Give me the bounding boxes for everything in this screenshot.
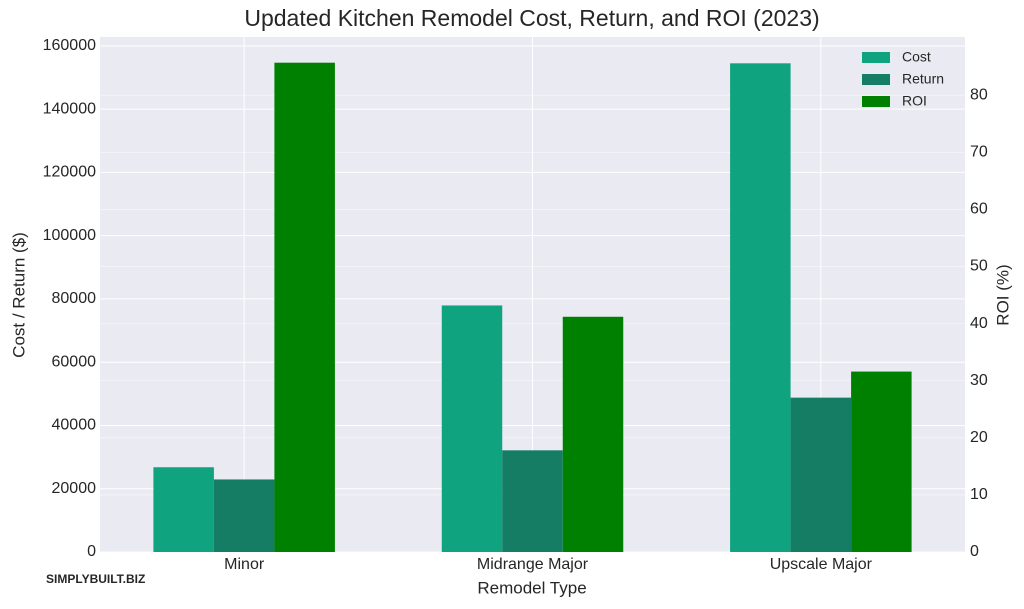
x-tick-label: Midrange Major [477,556,589,573]
y2-tick-label: 50 [970,258,988,275]
y2-axis-label: ROI (%) [993,264,1012,325]
bar [153,467,214,552]
y-tick-label: 80000 [52,290,97,307]
x-tick-label: Minor [224,556,265,573]
bar [441,305,503,552]
y2-tick-label: 80 [970,86,988,103]
y-tick-label: 20000 [52,480,97,497]
legend-swatch [862,96,890,107]
y-tick-label: 140000 [43,100,96,117]
y-tick-label: 40000 [52,417,97,434]
bar [502,450,563,552]
y-tick-label: 120000 [43,164,96,181]
legend-label: Return [902,71,944,87]
bar [851,371,912,552]
bar [213,479,275,552]
y2-tick-label: 0 [970,543,979,560]
y2-tick-label: 30 [970,372,988,389]
y-tick-label: 60000 [52,353,97,370]
y2-tick-label: 40 [970,315,988,332]
bar [790,397,852,552]
watermark: SIMPLYBUILT.BIZ [46,572,145,586]
y-axis-label: Cost / Return ($) [9,232,28,358]
y-tick-label: 100000 [43,227,96,244]
bar [562,316,624,552]
y2-tick-label: 70 [970,144,988,161]
y-tick-label: 0 [87,543,96,560]
y-tick-label: 160000 [43,37,96,54]
legend-label: Cost [902,49,931,65]
chart-title: Updated Kitchen Remodel Cost, Return, an… [244,5,819,31]
x-tick-label: Upscale Major [770,556,873,573]
legend-swatch [862,52,890,63]
bar [730,63,791,552]
y2-tick-label: 60 [970,201,988,218]
y2-tick-label: 10 [970,486,988,503]
legend-swatch [862,74,890,85]
legend-label: ROI [902,93,927,109]
bar [274,62,335,553]
y2-tick-label: 20 [970,429,988,446]
x-axis-label: Remodel Type [477,578,586,597]
